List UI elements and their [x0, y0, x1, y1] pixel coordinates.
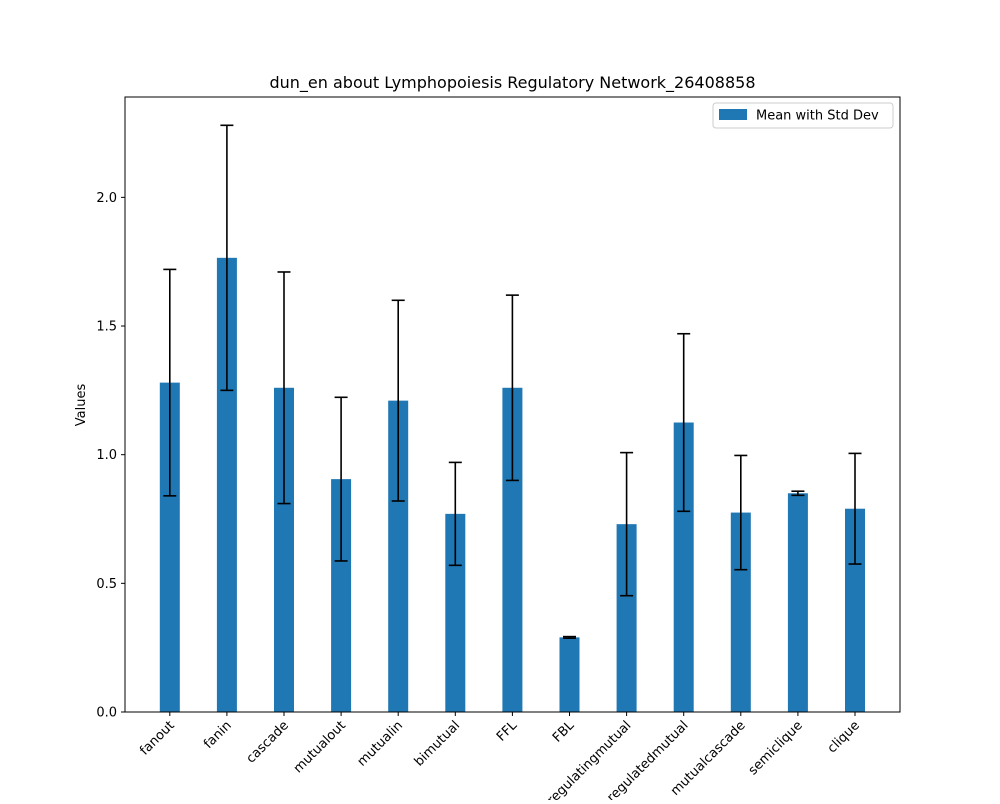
bar-FBL	[559, 637, 580, 712]
error-bar-regulatedmutual	[677, 332, 691, 513]
legend-label: Mean with Std Dev	[756, 109, 879, 124]
x-tick-label-fanin: fanin	[201, 718, 235, 752]
bar-fanout	[159, 382, 180, 712]
error-bar-bimutual	[448, 461, 462, 567]
y-tick-label: 0.5	[96, 577, 117, 592]
x-tick-label-fanout: fanout	[137, 718, 177, 758]
y-tick-label: 1.0	[96, 448, 117, 463]
bar-fanin	[216, 257, 237, 712]
error-bar-mutualin	[391, 299, 405, 502]
legend: Mean with Std Dev	[712, 102, 894, 129]
y-tick-label: 1.5	[96, 320, 117, 335]
bar-mutualout	[331, 479, 352, 712]
x-tick-label-mutualin: mutualin	[355, 718, 406, 769]
bar-regulatedmutual	[673, 422, 694, 712]
error-bar-FFL	[505, 294, 519, 482]
error-bar-regulatingmutual	[620, 451, 634, 597]
bar-clique	[845, 508, 865, 712]
x-tick-label-FFL: FFL	[494, 718, 521, 745]
y-tick-label: 0.0	[96, 706, 117, 721]
error-bar-semiclique	[791, 490, 805, 497]
error-bar-clique	[848, 452, 862, 565]
error-bar-cascade	[277, 271, 291, 505]
error-bar-mutualcascade	[734, 454, 748, 571]
y-tick-label: 2.0	[96, 191, 117, 206]
legend-swatch	[719, 109, 747, 120]
bar-cascade	[274, 387, 294, 712]
error-bar-FBL	[563, 635, 576, 639]
error-bar-mutualout	[334, 396, 348, 562]
bar-regulatingmutual	[616, 524, 637, 712]
error-bar-fanout	[163, 268, 177, 497]
legend-frame	[712, 102, 894, 129]
x-tick-label-mutualout: mutualout	[291, 718, 349, 776]
bar-mutualcascade	[730, 512, 751, 712]
x-tick-label-cascade: cascade	[244, 718, 292, 766]
bar-bimutual	[445, 513, 466, 712]
plot-frame	[124, 96, 901, 713]
bar-mutualin	[388, 400, 409, 712]
x-tick-label-semiclique: semiclique	[746, 718, 806, 778]
chart-title: dun_en about Lymphopoiesis Regulatory Ne…	[269, 73, 755, 93]
bar-semiclique	[787, 493, 808, 712]
x-tick-label-bimutual: bimutual	[412, 718, 463, 769]
x-tick-label-FBL: FBL	[550, 718, 578, 746]
plot-area: fanout fanin cascade mutualout mutualin bimut…	[96, 96, 901, 804]
error-bar-fanin	[220, 124, 234, 392]
y-axis-label: Values	[74, 384, 89, 427]
bar-FFL	[502, 387, 523, 712]
x-tick-label-clique: clique	[825, 718, 863, 756]
